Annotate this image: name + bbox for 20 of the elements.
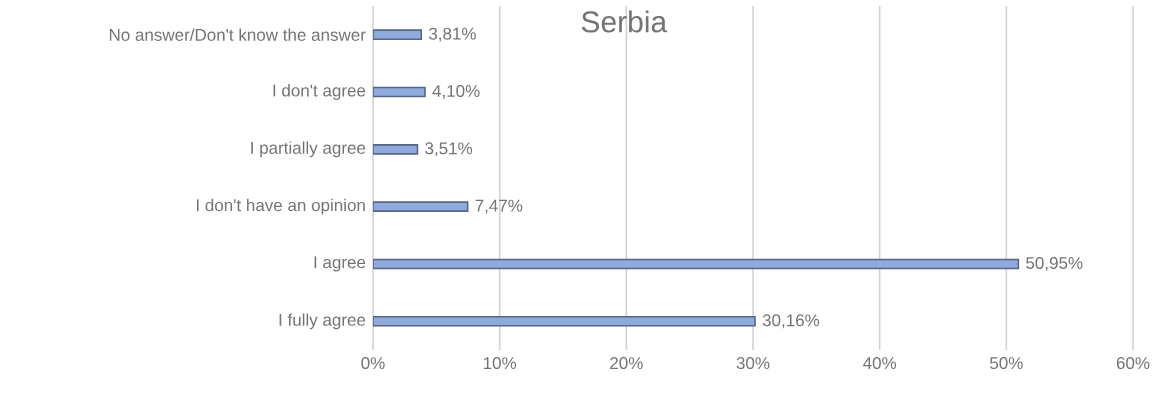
data-label: 50,95% (1026, 256, 1083, 271)
chart-title: Serbia (581, 10, 668, 33)
data-label: 4,10% (432, 84, 480, 100)
y-tick-label: I don't agree (273, 84, 366, 100)
x-tick-label: 30% (736, 357, 770, 370)
x-tick-label: 60% (1116, 357, 1150, 370)
x-tick-label: 10% (483, 357, 517, 370)
x-tick-label: 40% (863, 357, 897, 370)
y-tick-label: I partially agree (251, 141, 366, 158)
data-label: 3,81% (429, 27, 476, 42)
y-tick-label: I fully agree (279, 313, 366, 330)
y-tick-label: I agree (314, 256, 366, 272)
y-tick-label: I don't have an opinion (196, 198, 365, 215)
x-tick-label: 0% (361, 357, 385, 370)
x-tick-label: 20% (610, 357, 643, 370)
data-label: 3,51% (425, 142, 473, 157)
x-tick-label: 50% (990, 357, 1023, 370)
data-label: 7,47% (475, 199, 523, 214)
data-label: 30,16% (762, 314, 820, 329)
y-tick-label: No answer/Don't know the answer (109, 28, 366, 41)
